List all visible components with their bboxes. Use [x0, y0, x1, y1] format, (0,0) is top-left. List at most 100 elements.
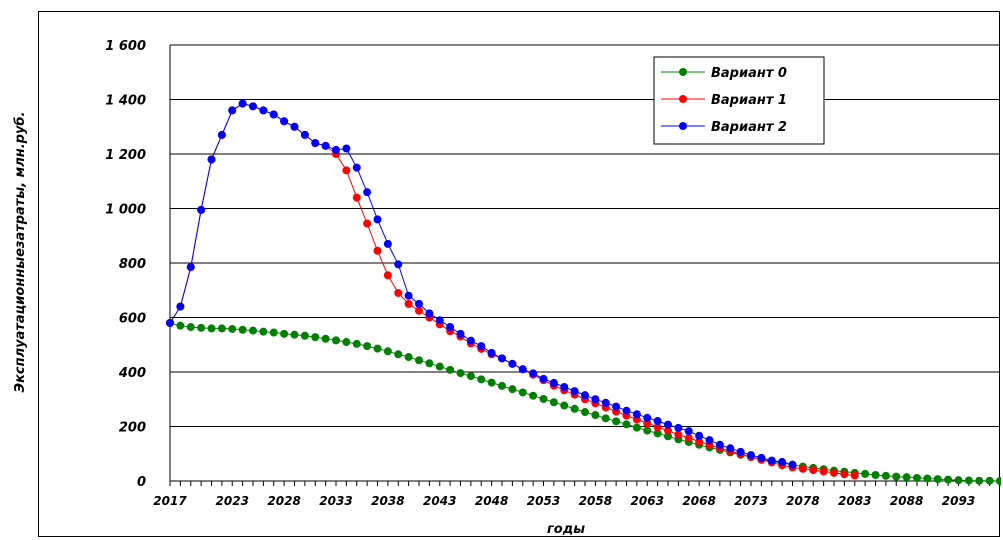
data-point: [664, 426, 672, 435]
y-tick-label: 1 000: [105, 203, 146, 218]
data-point: [788, 460, 797, 469]
legend-label: Вариант 1: [711, 93, 787, 108]
y-tick-label: 800: [119, 257, 146, 272]
legend-label: Вариант 2: [711, 120, 787, 135]
data-point: [747, 451, 755, 460]
data-point: [601, 398, 610, 407]
data-point: [249, 102, 257, 111]
data-point: [902, 473, 911, 482]
data-point: [269, 328, 278, 337]
data-point: [217, 130, 226, 139]
data-point: [674, 430, 683, 439]
data-point: [705, 436, 714, 445]
data-point: [373, 246, 382, 255]
data-point: [186, 323, 195, 332]
data-point: [549, 398, 558, 407]
data-point: [622, 420, 631, 429]
data-point: [892, 472, 901, 481]
data-point: [456, 369, 465, 378]
data-point: [923, 474, 932, 483]
data-point: [238, 325, 247, 334]
data-point: [913, 474, 921, 483]
data-point: [186, 263, 195, 272]
y-tick-label: 1 600: [105, 39, 146, 54]
legend-marker: [679, 122, 687, 130]
data-point: [238, 99, 247, 108]
data-point: [487, 348, 496, 357]
y-tick-label: 1 200: [105, 148, 146, 163]
x-tick-label: 2068: [682, 494, 715, 508]
data-point: [228, 106, 237, 115]
data-point: [415, 356, 423, 365]
x-tick-label: 2048: [475, 494, 508, 508]
x-tick-label: 2093: [942, 494, 975, 508]
data-point: [549, 378, 558, 387]
y-tick-label: 0: [137, 475, 146, 490]
series-2: [166, 99, 797, 469]
data-point: [176, 321, 185, 330]
data-point: [498, 381, 506, 390]
data-point: [871, 471, 880, 480]
data-point: [508, 385, 517, 394]
data-point: [715, 440, 724, 449]
data-point: [529, 391, 538, 400]
data-point: [394, 260, 403, 269]
data-point: [363, 188, 372, 197]
data-point: [425, 359, 434, 368]
chart-frame: 0 200 400 600 800 1 000 1 200 1 400 1 600 2017 20…: [38, 11, 1001, 537]
x-tick-label: 2073: [734, 494, 767, 508]
legend-item: Вариант 0: [661, 66, 787, 81]
data-point: [217, 324, 226, 333]
data-point: [280, 329, 289, 338]
data-point: [664, 420, 672, 429]
data-point: [581, 391, 589, 400]
data-point: [591, 395, 600, 404]
data-point: [415, 299, 423, 308]
data-point: [446, 365, 455, 374]
data-point: [757, 453, 766, 462]
data-point: [643, 426, 652, 435]
data-point: [612, 417, 621, 426]
data-point: [944, 475, 953, 484]
x-axis-label: годы: [547, 522, 585, 537]
data-point: [632, 423, 641, 432]
series-line: [169, 103, 855, 477]
data-point: [207, 155, 216, 164]
data-point: [695, 431, 704, 440]
data-point: [674, 423, 683, 432]
data-point: [394, 288, 403, 297]
y-axis-label: Эксплуатационныезатраты, млн.руб.: [13, 112, 28, 393]
data-point: [954, 476, 963, 485]
data-point: [332, 145, 340, 154]
data-point: [300, 331, 309, 340]
data-point: [487, 378, 496, 387]
x-tick-label: 2088: [890, 494, 923, 508]
data-point: [321, 334, 330, 343]
data-point: [612, 402, 621, 411]
data-point: [352, 193, 361, 202]
data-point: [653, 423, 662, 432]
data-point: [342, 338, 351, 347]
data-point: [518, 388, 527, 397]
data-point: [975, 476, 984, 485]
data-point: [684, 427, 693, 436]
data-point: [228, 324, 237, 333]
data-point: [383, 347, 392, 356]
data-point: [622, 406, 631, 415]
data-point: [352, 163, 361, 172]
data-point: [435, 362, 444, 371]
data-point: [373, 344, 382, 353]
data-point: [477, 342, 486, 351]
legend-item: Вариант 1: [661, 93, 787, 108]
data-point: [819, 467, 828, 476]
data-point: [249, 326, 257, 335]
data-point: [290, 330, 299, 339]
data-point: [342, 144, 351, 153]
data-point: [591, 411, 600, 420]
series-line: [169, 103, 793, 466]
data-point: [570, 404, 579, 413]
y-axis-label-area: Эксплуатационныезатраты, млн.руб.: [13, 112, 28, 393]
data-point: [664, 432, 672, 441]
data-point: [529, 369, 538, 378]
